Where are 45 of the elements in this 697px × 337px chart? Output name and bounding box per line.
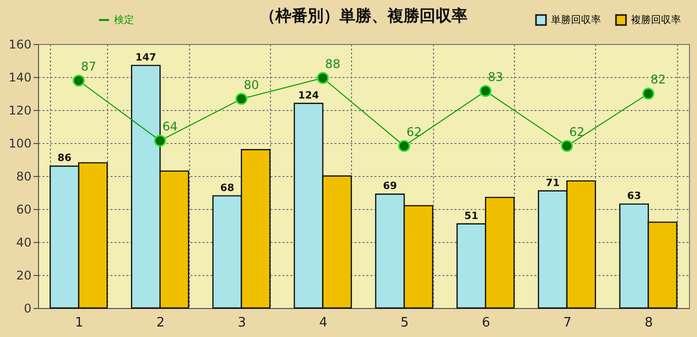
y-tick-label: 80 xyxy=(16,170,32,184)
point xyxy=(480,85,492,98)
x-tick-label: 8 xyxy=(644,316,653,330)
data-label: 88 xyxy=(325,56,340,71)
point xyxy=(235,92,248,105)
data-label: 82 xyxy=(650,72,666,87)
data-label: 68 xyxy=(220,182,234,194)
y-tick-label: 40 xyxy=(16,236,32,250)
chart-title: （枠番別）単勝、複勝回収率 xyxy=(260,6,468,25)
data-label: 62 xyxy=(406,124,422,139)
x-tick-label: 7 xyxy=(563,316,572,330)
y-tick-label: 140 xyxy=(8,70,32,84)
x-tick-label: 4 xyxy=(319,316,328,330)
point xyxy=(154,134,166,147)
y-tick-label: 120 xyxy=(8,104,32,118)
point xyxy=(72,74,85,87)
data-label: 87 xyxy=(81,60,96,74)
y-tick-label: 160 xyxy=(8,38,32,52)
point xyxy=(642,88,654,100)
data-label: 147 xyxy=(135,52,156,64)
legend-label: 単勝回収率 xyxy=(551,14,601,26)
legend-label: 検定 xyxy=(114,14,134,26)
x-tick-label: 6 xyxy=(482,316,490,330)
data-label: 71 xyxy=(546,178,560,189)
legend-label: 複勝回収率 xyxy=(631,14,681,26)
data-label: 86 xyxy=(57,153,72,164)
x-tick-label: 3 xyxy=(238,316,246,330)
y-tick-label: 100 xyxy=(8,136,32,150)
y-tick-label: 60 xyxy=(16,202,32,216)
data-label: 80 xyxy=(244,78,260,92)
point xyxy=(398,140,410,152)
data-label: 124 xyxy=(298,90,320,102)
point xyxy=(560,140,573,152)
x-tick-label: 5 xyxy=(400,316,409,330)
data-label: 64 xyxy=(162,120,178,134)
x-tick-label: 1 xyxy=(75,316,84,330)
data-label: 69 xyxy=(382,181,397,192)
x-tick-label: 2 xyxy=(156,316,165,330)
point xyxy=(316,72,329,84)
data-label: 83 xyxy=(488,70,504,84)
y-tick-label: 20 xyxy=(16,268,32,282)
data-label: 62 xyxy=(569,124,585,139)
data-label: 63 xyxy=(627,191,642,202)
data-label: 51 xyxy=(464,210,478,222)
y-tick-label: 0 xyxy=(24,302,32,316)
